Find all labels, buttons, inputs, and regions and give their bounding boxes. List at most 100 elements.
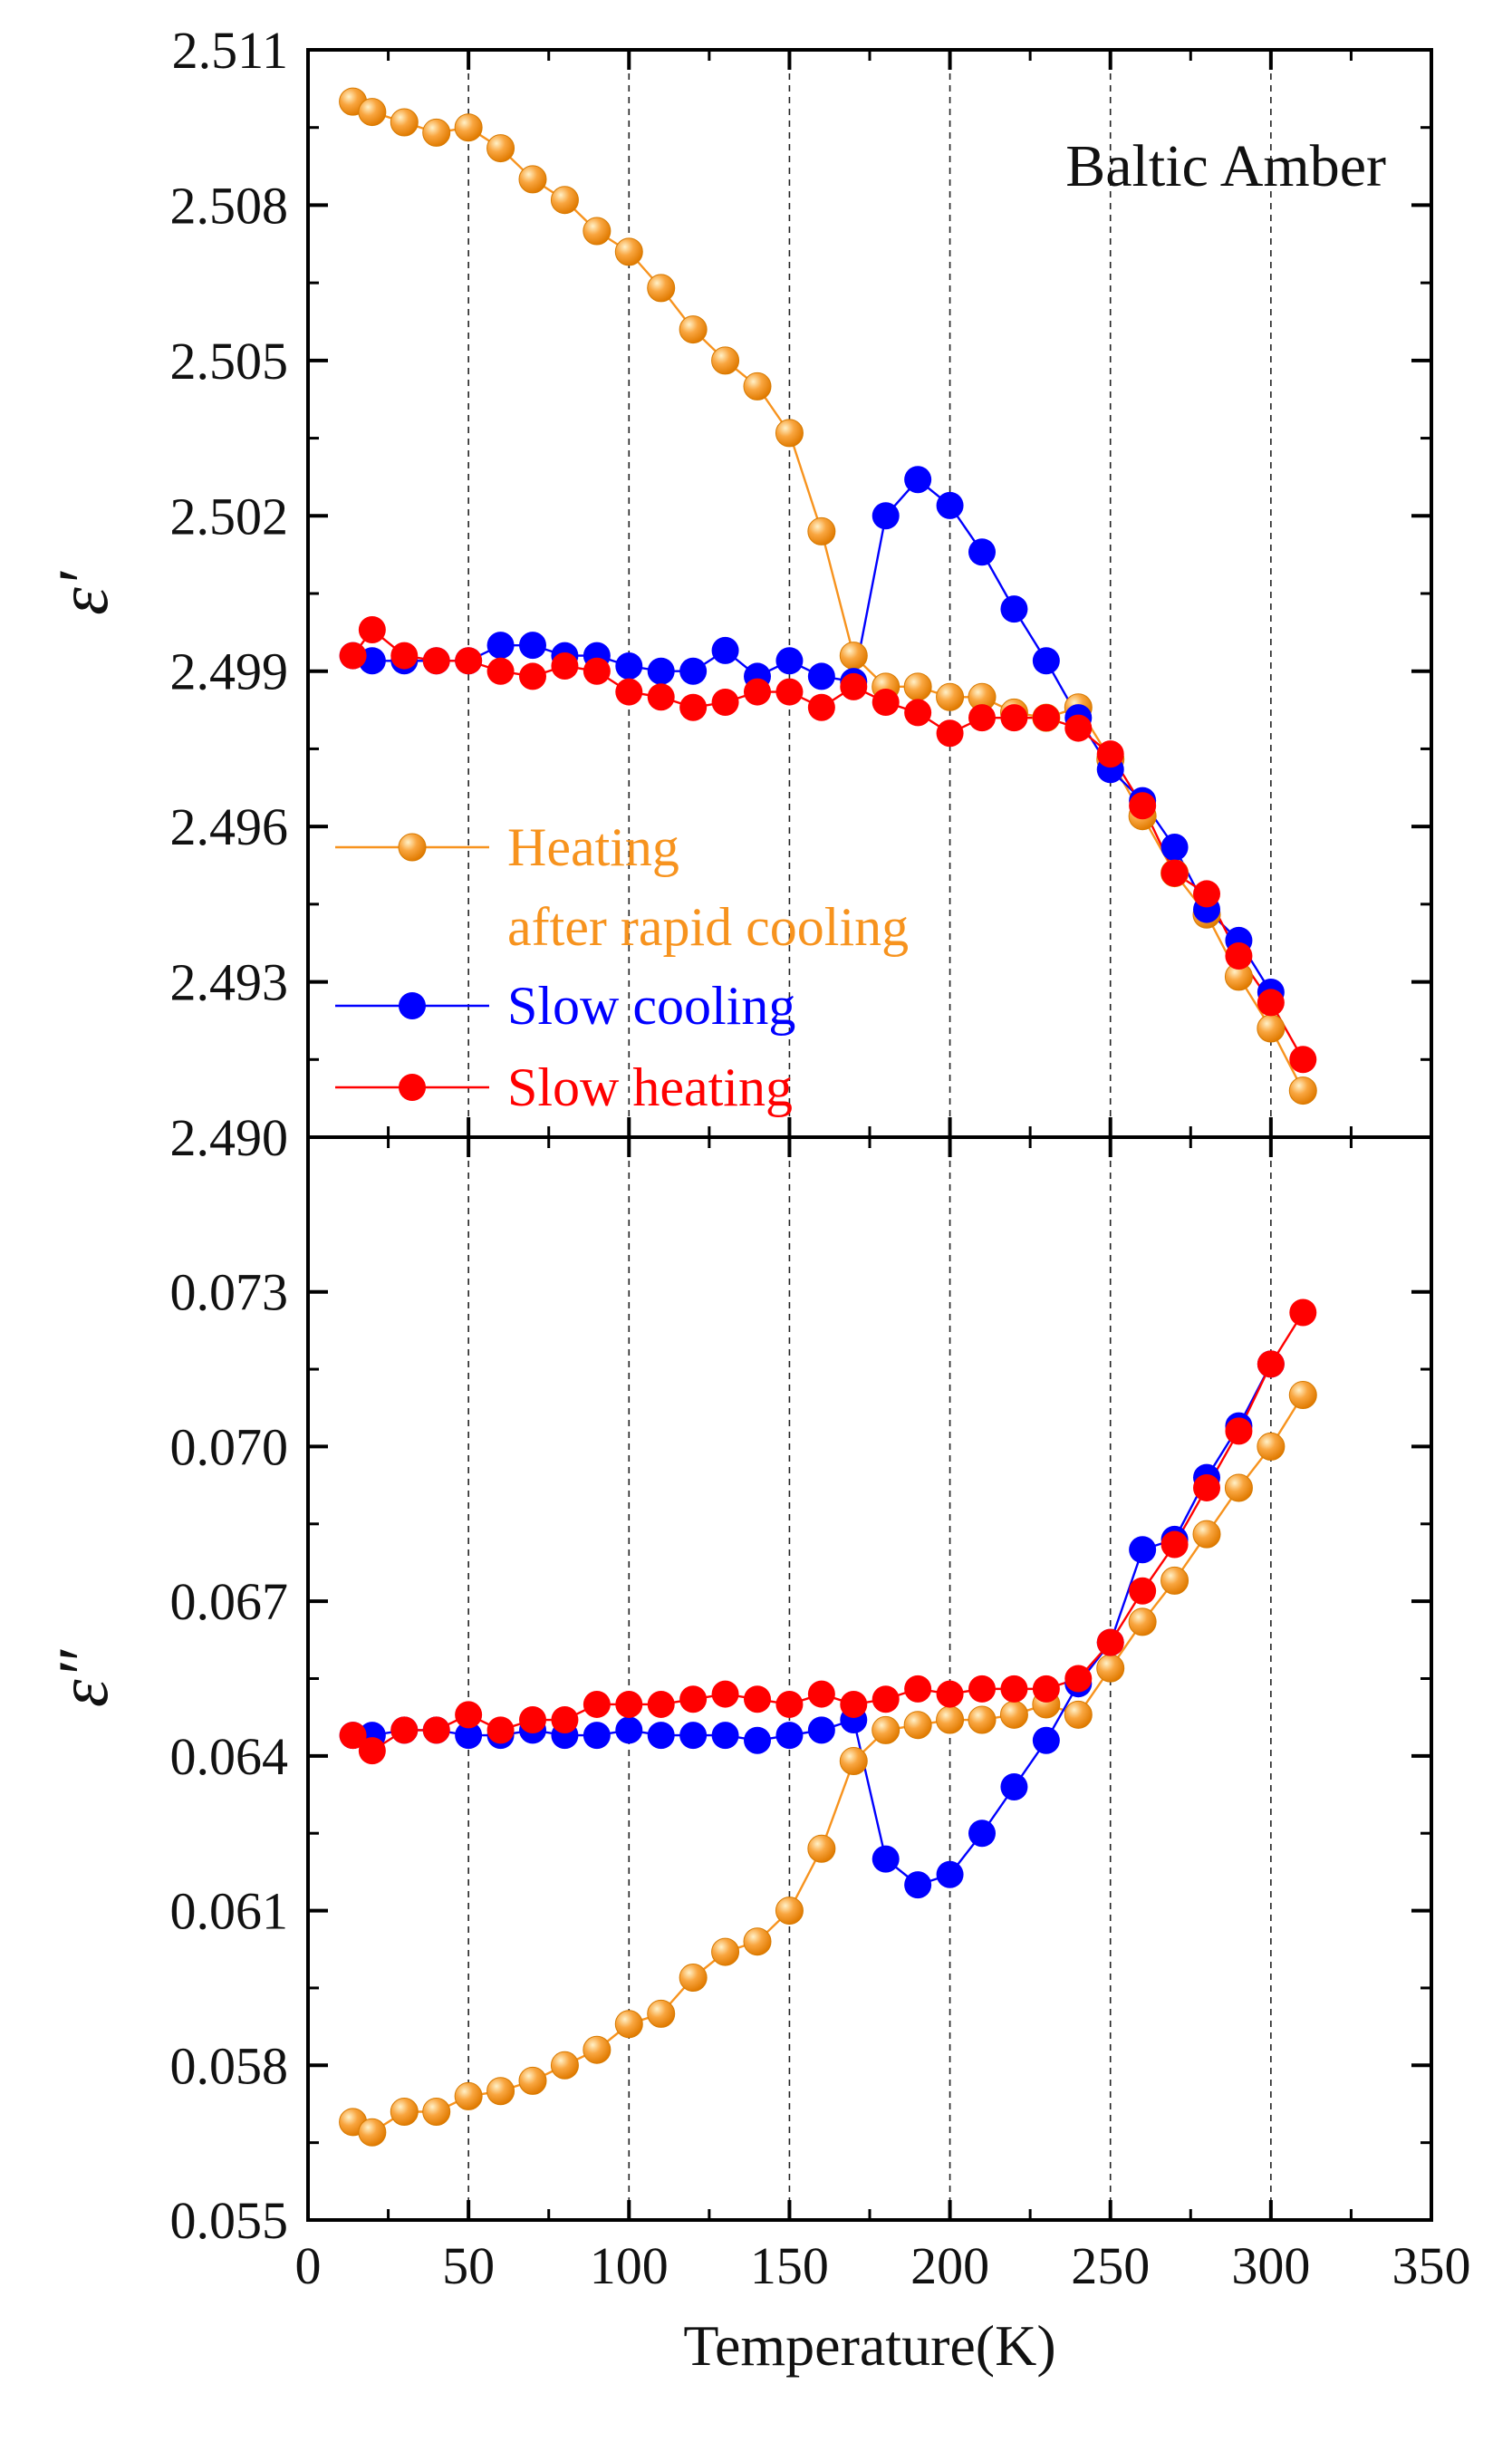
data-point-orange-sphere	[1288, 1381, 1317, 1410]
data-point-red-dot	[390, 642, 419, 670]
data-point-red-dot	[744, 1685, 771, 1713]
data-point-red-dot	[583, 1690, 611, 1718]
data-point-red-dot	[840, 672, 868, 700]
data-point-red-dot	[1225, 1417, 1253, 1445]
data-point-red-dot	[647, 683, 675, 711]
data-point-orange-sphere	[903, 672, 932, 701]
data-point-red-dot	[936, 719, 964, 748]
data-point-orange-sphere	[614, 2010, 643, 2039]
x-tick-label: 200	[910, 2236, 989, 2295]
data-point-red-dot	[455, 1701, 483, 1729]
data-point-red-dot	[968, 1675, 996, 1703]
data-point-red-dot	[358, 1737, 386, 1765]
y-tick-label: 0.058	[170, 2036, 289, 2095]
plot-frame-panel-2	[306, 1135, 1433, 2222]
data-point-orange-sphere	[1096, 1654, 1125, 1683]
data-point-orange-sphere	[711, 346, 740, 375]
data-point-blue-dot	[711, 636, 739, 664]
x-tick-label: 300	[1231, 2236, 1310, 2295]
data-point-orange-sphere	[1257, 1014, 1286, 1043]
data-point-blue-dot	[775, 647, 804, 675]
data-point-blue-dot	[679, 657, 708, 685]
data-point-blue-dot	[968, 1819, 996, 1848]
data-point-blue-dot	[711, 1722, 739, 1750]
data-point-blue-dot	[647, 657, 675, 685]
data-point-blue-dot	[583, 1722, 611, 1750]
data-point-red-dot	[840, 1690, 868, 1718]
y-tick-label: 0.055	[170, 2191, 289, 2250]
data-point-blue-dot	[1000, 595, 1028, 623]
data-point-blue-dot	[872, 502, 900, 530]
data-point-orange-sphere	[775, 1897, 804, 1926]
data-point-orange-sphere	[518, 165, 547, 194]
data-point-blue-dot	[1032, 1726, 1060, 1754]
data-point-blue-dot	[1032, 647, 1060, 675]
series-line-orange-sphere-panel-2	[352, 1394, 1305, 2134]
data-point-blue-dot	[519, 632, 546, 660]
data-point-blue-dot	[968, 538, 996, 566]
data-point-red-dot	[519, 1706, 546, 1734]
legend-label-line2: after rapid cooling	[507, 897, 909, 957]
data-point-blue-dot	[615, 652, 643, 680]
x-tick-label: 100	[590, 2236, 669, 2295]
data-point-red-dot	[615, 1690, 643, 1718]
data-point-orange-sphere	[743, 1927, 772, 1956]
data-point-red-dot	[1160, 1530, 1189, 1559]
data-point-red-dot	[1129, 1577, 1157, 1605]
data-point-red-dot	[872, 689, 900, 716]
data-point-orange-sphere	[1257, 1432, 1286, 1461]
data-point-red-dot	[807, 1680, 835, 1708]
series-line-red-dot-panel-1	[352, 628, 1305, 1060]
data-point-orange-sphere	[743, 372, 772, 401]
y-tick-label: 0.067	[170, 1572, 289, 1631]
data-point-red-dot	[904, 1675, 932, 1703]
data-point-red-dot	[1289, 1046, 1317, 1074]
data-point-orange-sphere	[550, 2051, 579, 2080]
x-tick-label: 250	[1071, 2236, 1150, 2295]
data-point-red-dot	[1064, 714, 1093, 742]
data-point-red-dot	[583, 657, 611, 685]
y-tick-label: 2.490	[170, 1108, 289, 1167]
y-tick-label: 0.061	[170, 1882, 289, 1941]
data-point-blue-dot	[744, 1726, 771, 1754]
data-point-blue-dot	[775, 1722, 804, 1750]
data-point-orange-sphere	[807, 516, 836, 545]
data-point-red-dot	[422, 1716, 450, 1744]
data-point-red-dot	[339, 642, 367, 670]
data-point-orange-sphere	[486, 134, 515, 163]
data-point-red-dot	[968, 704, 996, 732]
data-point-orange-sphere	[647, 274, 676, 303]
y-tick-label: 2.496	[170, 797, 289, 856]
data-point-orange-sphere	[583, 217, 612, 246]
y-tick-label: 2.508	[170, 176, 289, 235]
y-tick-label: 2.511	[172, 21, 288, 80]
data-point-orange-sphere	[422, 118, 451, 147]
data-point-orange-sphere	[839, 1747, 868, 1776]
data-point-red-dot	[1064, 1665, 1093, 1693]
x-tick-label: 50	[442, 2236, 495, 2295]
data-point-orange-sphere	[422, 2098, 451, 2126]
data-point-red-dot	[390, 1716, 419, 1744]
data-point-blue-dot	[807, 662, 835, 690]
data-point-red-dot	[1160, 859, 1189, 887]
data-point-orange-sphere	[358, 2118, 387, 2147]
data-point-red-dot	[1289, 1298, 1317, 1327]
x-tick-label: 350	[1392, 2236, 1471, 2295]
legend-marker	[398, 833, 427, 862]
legend-label: Heating	[507, 817, 679, 877]
legend-marker	[399, 992, 426, 1019]
data-point-red-dot	[422, 647, 450, 675]
data-point-red-dot	[679, 693, 708, 721]
data-point-orange-sphere	[999, 1700, 1028, 1729]
data-point-red-dot	[711, 1680, 739, 1708]
data-point-red-dot	[744, 678, 771, 706]
data-point-blue-dot	[1129, 1536, 1157, 1564]
y-tick-label: 2.505	[170, 332, 289, 391]
data-point-red-dot	[775, 678, 804, 706]
y-tick-label: 0.064	[170, 1727, 289, 1786]
data-point-orange-sphere	[807, 1834, 836, 1863]
y-tick-label: 2.502	[170, 487, 289, 545]
data-point-red-dot	[1257, 1350, 1285, 1378]
data-point-blue-dot	[872, 1845, 900, 1873]
